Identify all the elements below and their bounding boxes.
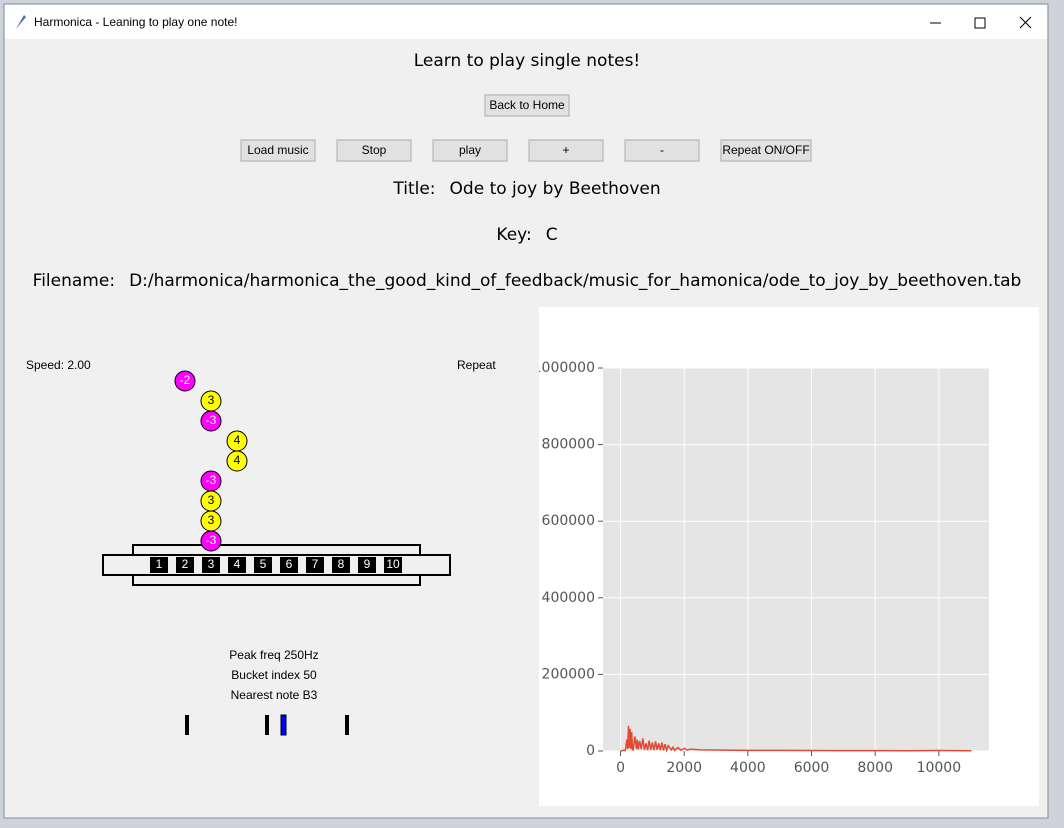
song-info: Title: Ode to joy by Beethoven Key: C Filena… xyxy=(33,179,1022,291)
note-label: -2 xyxy=(180,373,191,387)
info-line: Filename: D:/harmonica/harmonica_the_good… xyxy=(33,271,1022,291)
y-tick-label: 200000 xyxy=(542,666,595,682)
hole-number: 3 xyxy=(208,557,215,571)
hole-number: 2 xyxy=(182,557,189,571)
control-button[interactable]: play xyxy=(432,139,508,162)
x-tick-label: 10000 xyxy=(917,760,962,776)
spectrum-chart: 0 200000 400000 600000 800000 1000000 0 2000 400… xyxy=(533,360,989,776)
y-tick-label: 800000 xyxy=(542,437,595,453)
note-label: 4 xyxy=(234,453,241,467)
tuner-marker xyxy=(185,715,189,735)
control-row: Load music Stop play + - Repeat ON/OFF xyxy=(240,139,812,162)
note-label: -3 xyxy=(206,533,217,547)
app-icon xyxy=(16,15,26,29)
note-canvas: Speed: 2.00 Repeat Peak freq 250Hz Bucke… xyxy=(26,358,496,736)
close-button[interactable] xyxy=(1019,16,1032,29)
hole xyxy=(384,557,402,573)
hole xyxy=(332,557,350,573)
info-line: Key: C xyxy=(496,225,557,245)
button-label: Back to Home xyxy=(489,98,565,112)
hole-number: 4 xyxy=(234,557,241,571)
button-face xyxy=(336,139,412,162)
info-value: Ode to joy by Beethoven xyxy=(450,179,661,199)
note xyxy=(200,410,222,432)
hole-number: 1 xyxy=(156,557,163,571)
y-tick-label: 400000 xyxy=(542,590,595,606)
note-label: 4 xyxy=(234,433,241,447)
repeat-label: Repeat xyxy=(457,358,496,372)
home-button[interactable]: Back to Home xyxy=(484,94,570,117)
note-label: 3 xyxy=(208,493,215,507)
button-label: play xyxy=(459,143,481,157)
info-label: Key: xyxy=(496,225,531,245)
button-face xyxy=(720,139,812,162)
x-tick-label: 8000 xyxy=(857,760,893,776)
tuner-marker xyxy=(345,715,349,735)
info-value: C xyxy=(546,225,558,245)
tuner-needle xyxy=(280,714,287,736)
button-label: + xyxy=(562,143,569,157)
control-button[interactable]: Repeat ON/OFF xyxy=(720,139,812,162)
hole-number: 10 xyxy=(386,557,400,571)
y-tick-label: 1000000 xyxy=(533,360,595,376)
hole-number: 9 xyxy=(364,557,371,571)
title-bar xyxy=(5,5,1047,39)
tuner-marker xyxy=(265,715,269,735)
bucket-index: Bucket index 50 xyxy=(231,668,317,682)
control-button[interactable]: - xyxy=(624,139,700,162)
control-button[interactable]: Load music xyxy=(240,139,316,162)
hole xyxy=(176,557,194,573)
x-tick-label: 4000 xyxy=(730,760,766,776)
note-label: -3 xyxy=(206,413,217,427)
hole xyxy=(202,557,220,573)
control-button[interactable]: + xyxy=(528,139,604,162)
nearest-note: Nearest note B3 xyxy=(231,688,318,702)
info-value: D:/harmonica/harmonica_the_good_kind_of_… xyxy=(129,271,1021,291)
y-tick-label: 600000 xyxy=(542,513,595,529)
maximize-button[interactable] xyxy=(974,17,986,29)
hole xyxy=(280,557,298,573)
y-tick-label: 0 xyxy=(586,743,595,759)
note-label: -3 xyxy=(206,473,217,487)
hole xyxy=(254,557,272,573)
button-face xyxy=(432,139,508,162)
hole-number: 8 xyxy=(338,557,345,571)
speed-label: Speed: 2.00 xyxy=(26,358,91,372)
button-label: Repeat ON/OFF xyxy=(722,143,809,157)
button-face xyxy=(528,139,604,162)
button-label: Stop xyxy=(362,143,387,157)
hole-number: 7 xyxy=(312,557,319,571)
note xyxy=(226,450,248,472)
hole xyxy=(306,557,324,573)
window-title: Harmonica - Leaning to play one note! xyxy=(34,15,237,29)
hole xyxy=(358,557,376,573)
info-label: Filename: xyxy=(33,271,115,291)
peak-freq: Peak freq 250Hz xyxy=(229,648,318,662)
note-label: 3 xyxy=(208,393,215,407)
info-label: Title: xyxy=(392,179,435,199)
hole-number: 5 xyxy=(260,557,267,571)
spectrum-line xyxy=(620,725,972,753)
hole xyxy=(150,557,168,573)
x-tick-label: 6000 xyxy=(794,760,830,776)
button-face xyxy=(240,139,316,162)
note xyxy=(200,530,222,552)
button-label: Load music xyxy=(247,143,308,157)
plot-area xyxy=(603,368,989,751)
heading: Learn to play single notes! xyxy=(414,51,641,71)
x-tick-label: 2000 xyxy=(666,760,702,776)
button-face xyxy=(624,139,700,162)
hole xyxy=(228,557,246,573)
hole-number: 6 xyxy=(286,557,293,571)
note-label: 3 xyxy=(208,513,215,527)
note xyxy=(174,370,196,392)
info-line: Title: Ode to joy by Beethoven xyxy=(392,179,660,199)
control-button[interactable]: Stop xyxy=(336,139,412,162)
x-tick-label: 0 xyxy=(616,760,625,776)
button-label: - xyxy=(660,143,664,157)
